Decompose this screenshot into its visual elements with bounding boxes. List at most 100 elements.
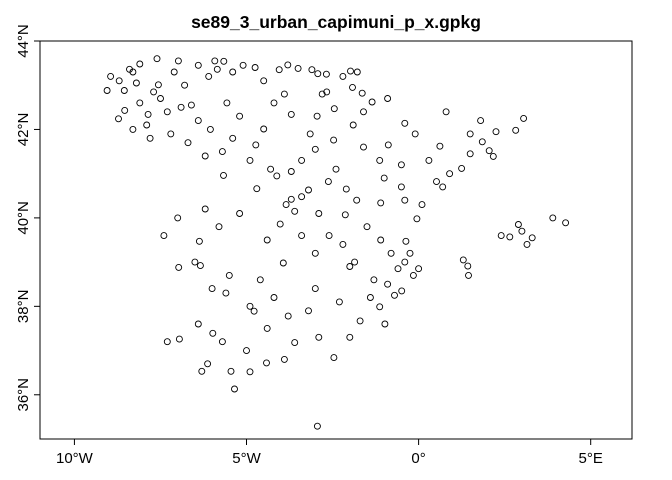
x-tick-label: 5°E (579, 450, 603, 467)
data-point (377, 199, 385, 207)
data-point (163, 108, 171, 116)
data-point (477, 117, 485, 125)
data-point (562, 219, 570, 227)
data-point (146, 134, 154, 142)
data-point (465, 271, 472, 279)
data-point (273, 172, 281, 180)
data-point (305, 307, 312, 315)
data-point (391, 291, 398, 299)
data-point (184, 139, 192, 147)
data-point (215, 223, 223, 231)
points-layer (103, 55, 570, 430)
data-point (384, 141, 392, 149)
data-point (512, 126, 520, 134)
data-point (276, 220, 284, 228)
data-point (204, 360, 212, 368)
data-point (211, 57, 219, 65)
data-point (250, 307, 258, 315)
data-point (154, 81, 162, 89)
data-point (349, 121, 357, 129)
data-point (143, 121, 151, 129)
data-point (366, 294, 374, 301)
data-point (466, 150, 474, 158)
data-point (322, 70, 330, 78)
data-point (397, 183, 405, 191)
data-point (325, 232, 333, 240)
data-point (291, 339, 299, 347)
data-point (436, 142, 444, 150)
data-point (353, 68, 361, 76)
data-point (227, 367, 235, 375)
x-axis: 10°W 5°W 0° 5°E (56, 439, 603, 467)
data-point (376, 303, 384, 311)
data-point (401, 119, 409, 127)
data-point (323, 88, 331, 96)
data-point (298, 232, 306, 240)
data-point (196, 262, 204, 270)
data-point (136, 99, 144, 107)
data-point (356, 317, 364, 325)
data-point (370, 276, 378, 284)
data-point (167, 130, 175, 138)
data-point (313, 422, 321, 430)
data-point (263, 359, 270, 367)
data-point (360, 108, 367, 116)
data-point (363, 223, 371, 231)
data-point (280, 355, 288, 363)
data-point (514, 221, 522, 228)
data-point (351, 258, 359, 266)
data-point (401, 196, 409, 204)
data-point (291, 207, 299, 215)
data-point (218, 148, 226, 156)
data-point (520, 114, 528, 122)
data-point (279, 259, 287, 267)
data-point (346, 263, 354, 270)
data-point (380, 174, 388, 182)
x-tick-label: 0° (411, 450, 425, 467)
data-point (335, 298, 343, 306)
data-point (318, 90, 326, 98)
data-point (229, 68, 237, 76)
data-point (284, 312, 292, 320)
data-point (478, 138, 486, 146)
data-point (381, 320, 389, 328)
data-point (208, 285, 216, 293)
data-point (459, 256, 467, 264)
data-point (287, 110, 295, 118)
data-point (246, 302, 254, 310)
data-point (305, 186, 312, 194)
data-point (280, 90, 288, 98)
data-point (298, 193, 306, 201)
data-point (358, 89, 366, 97)
data-point (103, 87, 111, 94)
data-point (439, 183, 447, 191)
data-point (132, 79, 140, 87)
data-point (229, 134, 237, 142)
data-point (346, 333, 354, 341)
data-point (311, 145, 319, 153)
data-point (342, 185, 350, 193)
data-point (270, 294, 278, 301)
plot-frame (39, 40, 633, 440)
data-point (418, 201, 426, 209)
data-point (528, 234, 536, 242)
data-point (201, 205, 209, 213)
data-point (347, 67, 354, 75)
data-point (442, 108, 450, 116)
data-point (549, 214, 557, 222)
data-point (518, 227, 526, 235)
data-point (260, 77, 268, 85)
data-point (394, 265, 402, 273)
data-point (330, 354, 338, 362)
data-point (324, 178, 332, 186)
data-point (294, 64, 302, 72)
data-point (360, 143, 367, 151)
y-axis: 36°N 38°N 40°N 42°N 44°N (15, 24, 40, 412)
data-point (252, 141, 260, 149)
data-point (492, 128, 500, 136)
data-point (523, 240, 531, 248)
data-point (115, 77, 123, 85)
data-point (260, 125, 268, 133)
data-point (150, 88, 158, 96)
